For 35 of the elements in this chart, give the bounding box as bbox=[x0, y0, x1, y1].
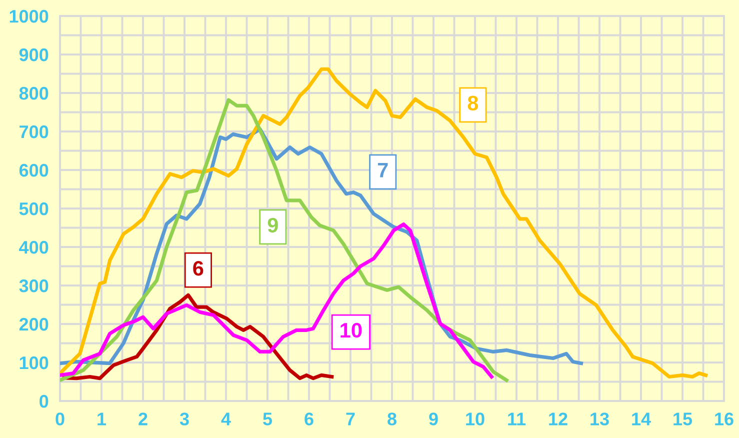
x-tick-label: 7 bbox=[346, 412, 355, 426]
x-tick-label: 11 bbox=[508, 412, 526, 426]
x-tick-label: 16 bbox=[715, 412, 734, 426]
x-tick-label: 9 bbox=[429, 412, 438, 426]
y-tick-label: 900 bbox=[19, 48, 48, 62]
y-tick-label: 300 bbox=[19, 279, 48, 292]
x-tick-label: 3 bbox=[180, 412, 189, 426]
x-tick-label: 2 bbox=[138, 412, 148, 426]
x-tick-label: 5 bbox=[263, 412, 272, 426]
y-tick-label: 500 bbox=[19, 202, 48, 216]
series-label: 7 bbox=[378, 162, 388, 178]
series-label: 9 bbox=[268, 218, 278, 233]
series-label: 8 bbox=[468, 96, 478, 111]
y-tick-label: 600 bbox=[19, 164, 48, 177]
line-series bbox=[62, 293, 334, 380]
y-tick-label: 200 bbox=[19, 318, 48, 331]
x-tick-label: 8 bbox=[388, 412, 396, 426]
y-tick-label: 800 bbox=[19, 86, 48, 100]
x-tick-label: 4 bbox=[221, 412, 231, 426]
y-tick-label: 700 bbox=[20, 125, 48, 138]
x-tick-label: 6 bbox=[304, 412, 314, 426]
x-tick-label: 1 bbox=[98, 412, 106, 426]
y-tick-label: 1000 bbox=[10, 10, 48, 23]
y-tick-label: 400 bbox=[19, 240, 48, 254]
x-tick-label: 15 bbox=[674, 412, 692, 426]
y-tick-label: 100 bbox=[20, 356, 48, 370]
y-tick-label: 0 bbox=[40, 394, 48, 408]
x-tick-label: 13 bbox=[590, 412, 609, 426]
x-tick-label: 10 bbox=[466, 412, 484, 426]
x-tick-label: 0 bbox=[56, 412, 64, 426]
series-label: 6 bbox=[193, 260, 204, 276]
line-series bbox=[60, 67, 708, 379]
x-tick-label: 12 bbox=[549, 412, 568, 426]
x-tick-label: 14 bbox=[632, 412, 651, 426]
series-label: 10 bbox=[340, 322, 362, 338]
